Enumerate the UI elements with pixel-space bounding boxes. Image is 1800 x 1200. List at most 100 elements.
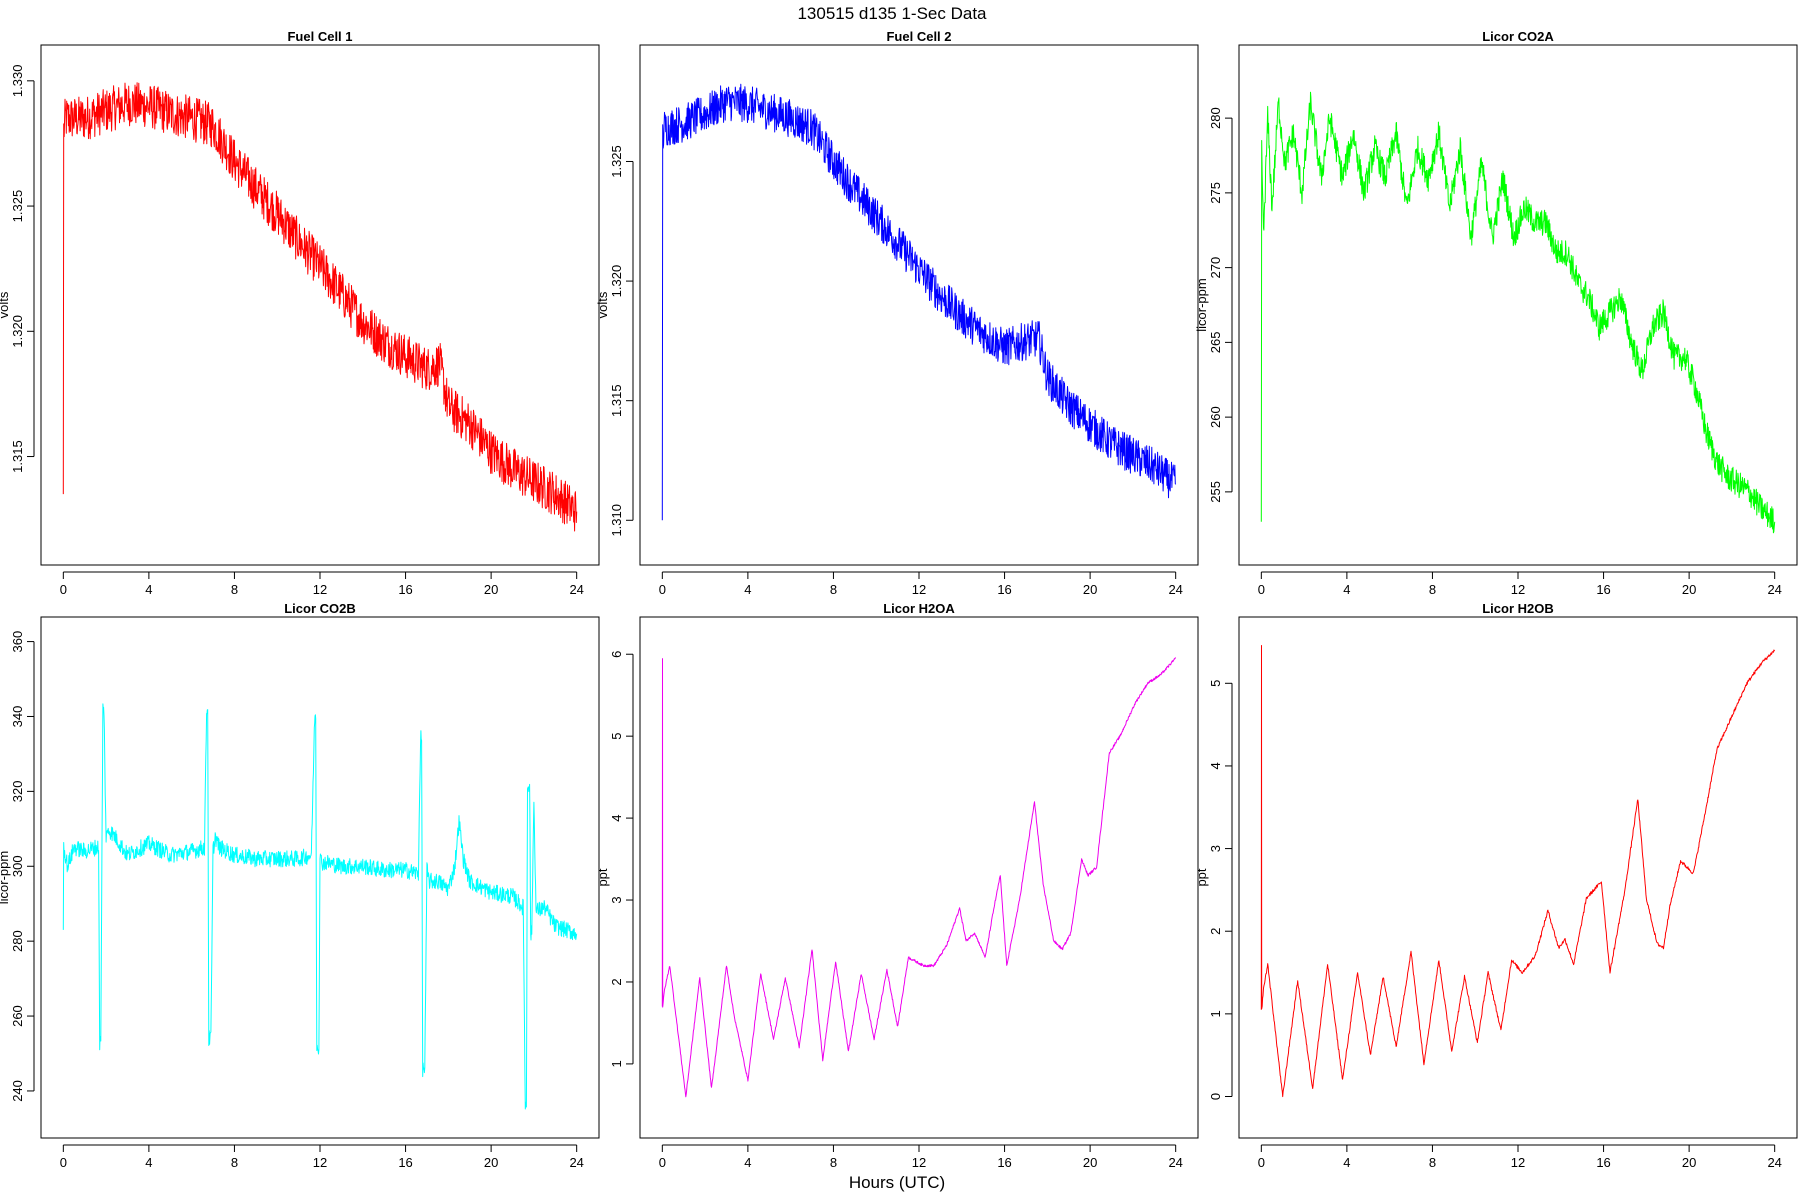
panel-1: Fuel Cell 2 volts 0 4 8 12 16 20 24 1.310 1.315 1.3…: [595, 29, 1199, 597]
panel-title: Licor H2OB: [1482, 601, 1554, 616]
x-tick-label: 0: [60, 582, 67, 597]
y-tick-label: 280: [1208, 107, 1223, 129]
plot-frame: [639, 616, 1199, 1139]
x-tick-label: 12: [313, 582, 327, 597]
y-tick-label: 340: [10, 706, 25, 728]
y-tick-label: 5: [609, 733, 624, 740]
y-tick-label: 320: [10, 781, 25, 803]
y-tick-label: 0: [1208, 1093, 1223, 1100]
y-tick-label: 2: [609, 978, 624, 985]
y-tick-label: 300: [10, 855, 25, 877]
y-tick-label: 1: [609, 1060, 624, 1067]
panel-title: Licor CO2B: [284, 601, 356, 616]
x-tick-label: 24: [569, 582, 583, 597]
x-tick-label: 8: [231, 582, 238, 597]
panel-title: Fuel Cell 1: [287, 29, 352, 44]
x-tick-label: 0: [659, 1155, 666, 1170]
y-tick-label: 275: [1208, 182, 1223, 204]
x-tick-label: 16: [398, 582, 412, 597]
y-tick-label: 4: [609, 814, 624, 821]
y-tick-label: 6: [609, 651, 624, 658]
series-line: [661, 657, 1177, 1098]
panel-title: Licor CO2A: [1482, 29, 1554, 44]
series-line: [1260, 645, 1776, 1098]
y-tick-label: 1.315: [609, 384, 624, 417]
x-tick-label: 20: [1083, 582, 1097, 597]
y-tick-label: 1.315: [10, 440, 25, 473]
x-tick-label: 16: [1596, 1155, 1610, 1170]
series-line: [62, 82, 578, 532]
series-line: [1260, 91, 1776, 534]
series-line: [661, 83, 1177, 521]
panel-title: Fuel Cell 2: [886, 29, 951, 44]
y-axis-label: licor-ppm: [0, 851, 11, 904]
y-tick-label: 1: [1208, 1010, 1223, 1017]
plot-frame: [40, 44, 600, 566]
x-tick-label: 12: [1511, 1155, 1525, 1170]
panel-3: Licor CO2B licor-ppm 0 4 8 12 16 20 24 240 260 280 3…: [0, 601, 600, 1170]
x-tick-label: 8: [1429, 1155, 1436, 1170]
x-tick-label: 4: [1343, 1155, 1350, 1170]
y-tick-label: 1.325: [609, 145, 624, 178]
x-tick-label: 12: [313, 1155, 327, 1170]
y-tick-label: 2: [1208, 928, 1223, 935]
x-tick-label: 24: [569, 1155, 583, 1170]
x-tick-label: 8: [830, 582, 837, 597]
x-tick-label: 20: [1682, 582, 1696, 597]
y-tick-label: 4: [1208, 762, 1223, 769]
y-axis-label: licor-ppm: [1194, 278, 1209, 331]
y-tick-label: 360: [10, 631, 25, 653]
panel-0: Fuel Cell 1 volts 0 4 8 12 16 20 24 1.315 1.320 1.3…: [0, 29, 600, 597]
panel-2: Licor CO2A licor-ppm 0 4 8 12 16 20 24 255 260 265 2…: [1194, 29, 1798, 597]
x-tick-label: 4: [145, 582, 152, 597]
x-tick-label: 20: [484, 582, 498, 597]
series-line: [62, 703, 578, 1110]
x-tick-label: 16: [997, 582, 1011, 597]
x-tick-label: 24: [1767, 1155, 1781, 1170]
y-axis-label: volts: [595, 291, 610, 318]
x-tick-label: 16: [398, 1155, 412, 1170]
y-axis-label: ppt: [595, 868, 610, 886]
x-tick-label: 0: [1258, 582, 1265, 597]
y-tick-label: 255: [1208, 481, 1223, 503]
x-tick-label: 8: [830, 1155, 837, 1170]
x-tick-label: 0: [60, 1155, 67, 1170]
x-tick-label: 12: [912, 1155, 926, 1170]
x-tick-label: 16: [997, 1155, 1011, 1170]
y-tick-label: 240: [10, 1080, 25, 1102]
y-tick-label: 1.320: [10, 315, 25, 348]
plot-frame: [1238, 44, 1798, 566]
figure-x-axis-label: Hours (UTC): [849, 1173, 945, 1192]
plot-frame: [1238, 616, 1798, 1139]
y-tick-label: 280: [10, 930, 25, 952]
x-tick-label: 12: [912, 582, 926, 597]
plot-frame: [639, 44, 1199, 566]
x-tick-label: 24: [1168, 582, 1182, 597]
y-tick-label: 1.320: [609, 265, 624, 298]
x-tick-label: 8: [1429, 582, 1436, 597]
y-axis-label: volts: [0, 291, 11, 318]
y-tick-label: 270: [1208, 257, 1223, 279]
x-tick-label: 0: [659, 582, 666, 597]
x-tick-label: 4: [1343, 582, 1350, 597]
y-tick-label: 260: [1208, 406, 1223, 428]
y-tick-label: 5: [1208, 680, 1223, 687]
y-tick-label: 3: [609, 896, 624, 903]
x-tick-label: 4: [744, 582, 751, 597]
x-tick-label: 4: [145, 1155, 152, 1170]
y-tick-label: 265: [1208, 332, 1223, 354]
panel-title: Licor H2OA: [883, 601, 955, 616]
y-tick-label: 260: [10, 1005, 25, 1027]
x-tick-label: 20: [484, 1155, 498, 1170]
y-tick-label: 3: [1208, 845, 1223, 852]
y-tick-label: 1.310: [609, 504, 624, 537]
x-tick-label: 24: [1168, 1155, 1182, 1170]
x-tick-label: 8: [231, 1155, 238, 1170]
x-tick-label: 20: [1083, 1155, 1097, 1170]
x-tick-label: 16: [1596, 582, 1610, 597]
figure-title: 130515 d135 1-Sec Data: [797, 4, 987, 23]
